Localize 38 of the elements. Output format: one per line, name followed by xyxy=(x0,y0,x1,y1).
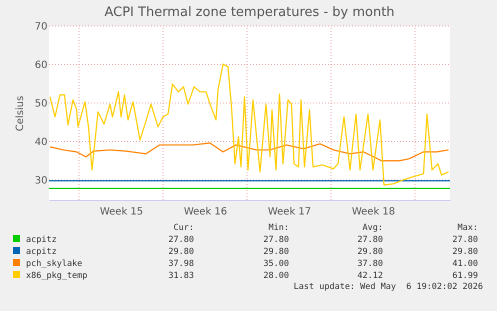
text: 28.00 xyxy=(262,270,289,282)
text: Avg: xyxy=(362,222,383,234)
text: 29.80 xyxy=(262,246,289,258)
text: Max: xyxy=(456,222,478,234)
x-tick-label: Week 17 xyxy=(268,206,312,218)
text: 37.98 xyxy=(167,258,194,270)
text: 27.80 xyxy=(262,234,289,246)
text: 29.80 xyxy=(167,246,194,258)
text: 29.80 xyxy=(451,246,478,258)
text: 31.83 xyxy=(167,270,194,282)
text: 35.00 xyxy=(262,258,289,270)
text: Cur: xyxy=(172,222,194,234)
legend-label: pch_skylake xyxy=(25,259,82,269)
text: 41.00 xyxy=(451,258,478,270)
text: Last update: Wed May 6 19:02:02 2026 xyxy=(294,282,483,292)
text: 29.80 xyxy=(356,246,383,258)
y-tick-label: 30 xyxy=(34,175,48,186)
text: 61.99 xyxy=(451,270,478,282)
y-tick-label: 70 xyxy=(34,22,48,32)
line-series xyxy=(49,142,450,162)
legend-label: x86_pkg_temp xyxy=(25,271,88,281)
text: 27.80 xyxy=(451,234,478,246)
text: 27.80 xyxy=(167,234,194,246)
text: Min: xyxy=(268,222,289,234)
text: 27.80 xyxy=(356,234,383,246)
legend-label: acpitz xyxy=(25,235,57,245)
x-tick-label: Week 15 xyxy=(100,206,144,218)
y-tick-label: 60 xyxy=(34,60,48,71)
text: 42.12 xyxy=(356,270,383,282)
chart-title: ACPI Thermal zone temperatures - by month xyxy=(104,5,395,20)
text: 37.80 xyxy=(356,258,383,270)
y-tick-label: 50 xyxy=(34,98,48,110)
y-axis-title: Celsius xyxy=(14,96,26,132)
x-tick-label: Week 18 xyxy=(352,206,396,218)
legend-label: acpitz xyxy=(25,247,57,257)
line-series xyxy=(49,64,450,186)
x-tick-label: Week 16 xyxy=(184,206,228,218)
y-tick-label: 40 xyxy=(34,136,48,148)
